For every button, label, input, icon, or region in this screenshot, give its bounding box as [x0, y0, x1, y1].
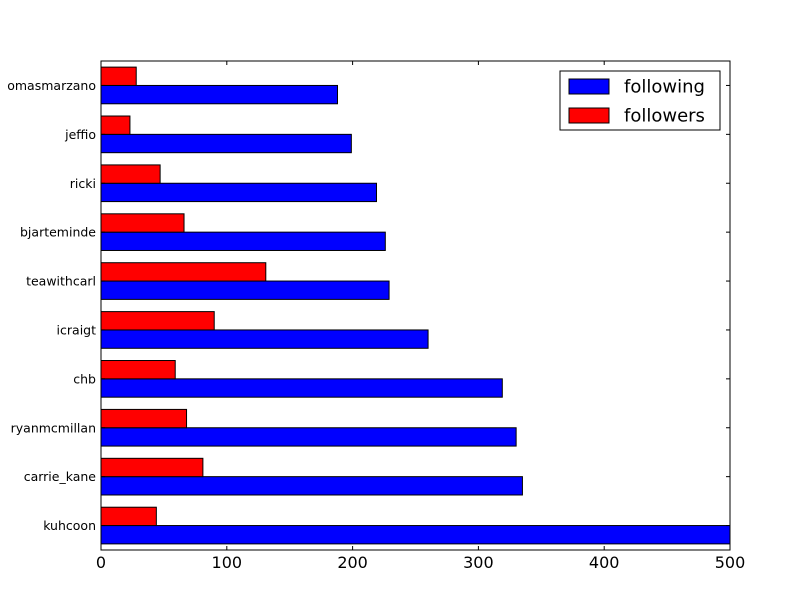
bar-followers-teawithcarl: [100, 262, 267, 282]
bar-followers-icraigt: [100, 311, 215, 331]
ytick-label-bjarteminde: bjarteminde: [20, 225, 96, 240]
bar-followers-thomasmarzano: [100, 66, 137, 86]
plot-area-frame: [100, 60, 731, 551]
ytick-label-thomasmarzano: omasmarzano: [7, 78, 96, 93]
xtick-label-0: 0: [96, 553, 106, 572]
bar-followers-bjarteminde: [100, 213, 185, 233]
legend: following followers: [559, 70, 721, 131]
xtick-label-400: 400: [589, 553, 620, 572]
legend-swatch-followers: [568, 107, 610, 124]
legend-swatch-following: [568, 78, 610, 95]
bars-layer: [100, 66, 731, 545]
legend-label-following: following: [624, 77, 705, 98]
ytick-label-icraigt: icraigt: [57, 322, 97, 337]
bar-following-bjarteminde: [100, 231, 386, 251]
bar-followers-jeffio: [100, 115, 131, 135]
xtick-label-100: 100: [212, 553, 243, 572]
axis-ticks: [100, 61, 731, 550]
bar-following-icraigt: [100, 329, 429, 349]
bar-following-chb: [100, 378, 503, 398]
bar-followers-carrie_kane: [100, 457, 204, 478]
bar-followers-ryanmcmillan: [100, 408, 188, 429]
legend-label-followers: followers: [624, 106, 705, 127]
bar-following-carrie_kane: [100, 476, 523, 496]
ytick-label-chb: chb: [73, 371, 96, 386]
bar-followers-chb: [100, 360, 176, 380]
bar-following-kuhcoon: [100, 525, 731, 545]
ytick-label-carrie_kane: carrie_kane: [24, 469, 97, 484]
xtick-label-200: 200: [337, 553, 368, 572]
ytick-label-teawithcarl: teawithcarl: [26, 274, 96, 289]
ytick-label-kuhcoon: kuhcoon: [43, 518, 96, 533]
xtick-label-500: 500: [715, 553, 746, 572]
ytick-label-ricki: ricki: [70, 176, 96, 191]
bar-followers-kuhcoon: [100, 506, 157, 527]
xtick-label-300: 300: [463, 553, 494, 572]
bar-following-jeffio: [100, 133, 352, 154]
ytick-label-jeffio: jeffio: [64, 127, 96, 142]
bar-following-ryanmcmillan: [100, 427, 517, 447]
bar-followers-ricki: [100, 164, 161, 184]
axis-labels: kuhcoon carrie_kane ryanmcmillan chb icraigt…: [7, 78, 745, 572]
bar-following-teawithcarl: [100, 280, 390, 300]
bar-following-thomasmarzano: [100, 84, 339, 105]
ytick-label-ryanmcmillan: ryanmcmillan: [11, 420, 96, 435]
bar-following-ricki: [100, 182, 378, 203]
